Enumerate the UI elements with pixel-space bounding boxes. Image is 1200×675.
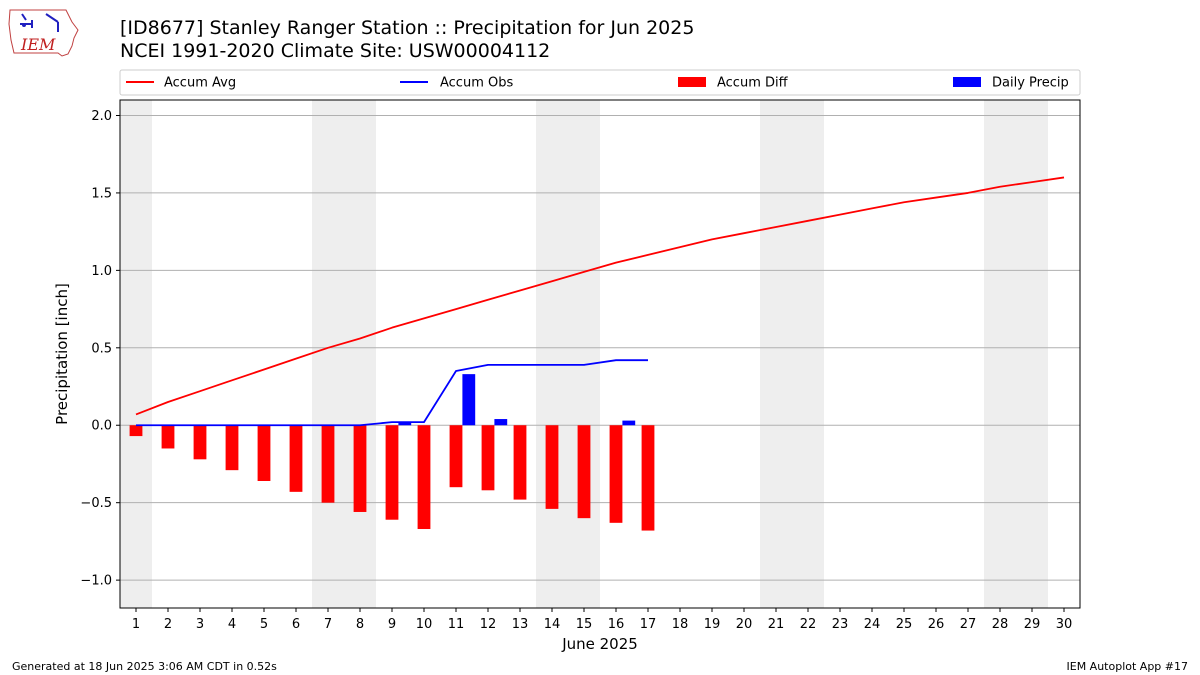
x-tick-label: 12 [480, 617, 497, 632]
y-tick-label: 1.0 [91, 264, 112, 279]
accum-diff-bar-15 [577, 425, 591, 519]
weekend-band-4 [984, 100, 1048, 608]
x-tick-label: 3 [196, 617, 204, 632]
accum-obs-line [136, 359, 648, 427]
accum-diff-bar-2 [161, 425, 175, 449]
x-tick-label: 29 [1024, 617, 1041, 632]
grid-lines [120, 114, 1080, 581]
x-tick-label: 15 [576, 617, 593, 632]
x-tick-label: 20 [736, 617, 753, 632]
iem-logo: IEM [8, 9, 79, 57]
precipitation-chart: 1 2 3 4 5 6 7 8 9 10 11 12 13 14 15 16 17 18 19 20 21 22 23 24 2… [53, 69, 1081, 653]
y-tick-label: 0.5 [91, 341, 112, 356]
accum-diff-bar-9 [385, 425, 399, 520]
accum-diff-bar-16 [609, 425, 623, 523]
daily-precip-bar-9 [398, 422, 412, 426]
x-tick-label: 14 [544, 617, 561, 632]
x-tick-label: 6 [292, 617, 300, 632]
x-tick-label: 24 [864, 617, 881, 632]
daily-precip-bar-11 [462, 374, 476, 426]
accum-diff-bar-8 [353, 425, 367, 512]
x-tick-label: 23 [832, 617, 849, 632]
accum-diff-bar-11 [449, 425, 463, 488]
legend: Accum Avg Accum Obs Accum Diff Daily Pre… [119, 69, 1081, 96]
legend-swatch-daily-precip [953, 77, 981, 87]
accum-avg-line [135, 176, 1065, 416]
accum-lines [135, 176, 1065, 427]
weekend-band-0 [120, 100, 152, 608]
logo-text: IEM [20, 35, 56, 54]
accum-diff-bar-17 [641, 425, 655, 531]
x-tick-label: 9 [388, 617, 396, 632]
accum-diff-bar-7 [321, 425, 335, 503]
y-tick-label: 2.0 [91, 109, 112, 124]
x-tick-label: 17 [640, 617, 657, 632]
weekend-band-1 [312, 100, 376, 608]
daily-precip-bar-12 [494, 419, 508, 426]
x-tick-label: 27 [960, 617, 977, 632]
legend-label-accum-avg: Accum Avg [164, 76, 236, 91]
plot-frame [119, 99, 1081, 609]
legend-label-accum-diff: Accum Diff [717, 76, 789, 91]
x-tick-label: 5 [260, 617, 268, 632]
weekend-band-2 [536, 100, 600, 608]
x-tick-label: 25 [896, 617, 913, 632]
x-tick-label: 28 [992, 617, 1009, 632]
footer-app: IEM Autoplot App #17 [1066, 660, 1189, 673]
weekend-shading [120, 100, 1048, 608]
iowa-outline-icon [8, 9, 79, 57]
x-tick-label: 11 [448, 617, 465, 632]
accum-diff-bar-1 [129, 425, 143, 437]
x-tick-label: 10 [416, 617, 433, 632]
x-tick-label: 22 [800, 617, 817, 632]
x-axis-ticks: 1 2 3 4 5 6 7 8 9 10 11 12 13 14 15 16 17 18 19 20 21 22 23 24 2… [132, 608, 1072, 632]
weekend-band-3 [760, 100, 824, 608]
legend-label-accum-obs: Accum Obs [440, 76, 513, 91]
x-tick-label: 19 [704, 617, 721, 632]
accum-diff-bar-5 [257, 425, 271, 481]
accum-diff-bar-6 [289, 425, 303, 492]
accum-diff-bar-3 [193, 425, 207, 460]
legend-label-daily-precip: Daily Precip [992, 76, 1069, 91]
weather-station-icon [20, 13, 59, 32]
chart-subtitle: NCEI 1991-2020 Climate Site: USW00004112 [120, 40, 551, 62]
x-tick-label: 18 [672, 617, 689, 632]
legend-swatch-accum-diff [678, 77, 706, 87]
x-axis-label: June 2025 [561, 635, 638, 653]
chart-title: [ID8677] Stanley Ranger Station :: Preci… [120, 17, 695, 39]
x-tick-label: 2 [164, 617, 172, 632]
x-tick-label: 1 [132, 617, 140, 632]
x-tick-label: 30 [1056, 617, 1073, 632]
accum-diff-bar-14 [545, 425, 559, 509]
y-tick-label: −1.0 [80, 574, 112, 589]
y-tick-label: −0.5 [80, 496, 112, 511]
daily-precip-bar-16 [622, 420, 636, 426]
x-tick-label: 21 [768, 617, 785, 632]
x-tick-label: 8 [356, 617, 364, 632]
y-tick-label: 1.5 [91, 186, 112, 201]
x-tick-label: 7 [324, 617, 332, 632]
accum-diff-bar-4 [225, 425, 239, 471]
x-tick-label: 13 [512, 617, 529, 632]
accum-diff-bar-10 [417, 425, 431, 530]
footer-generated: Generated at 18 Jun 2025 3:06 AM CDT in … [12, 660, 277, 673]
accum-diff-bar-12 [481, 425, 495, 491]
x-tick-label: 4 [228, 617, 236, 632]
x-tick-label: 26 [928, 617, 945, 632]
y-axis-ticks: −1.0 −0.5 0.0 0.5 1.0 1.5 2.0 [80, 109, 120, 589]
y-tick-label: 0.0 [91, 419, 112, 434]
daily-precip-bars [398, 374, 636, 426]
accum-diff-bars [129, 425, 655, 531]
y-axis-label: Precipitation [inch] [53, 283, 71, 425]
legend-frame [119, 69, 1081, 96]
x-tick-label: 16 [608, 617, 625, 632]
accum-diff-bar-13 [513, 425, 527, 500]
